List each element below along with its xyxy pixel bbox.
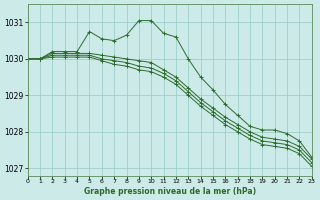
X-axis label: Graphe pression niveau de la mer (hPa): Graphe pression niveau de la mer (hPa) <box>84 187 256 196</box>
